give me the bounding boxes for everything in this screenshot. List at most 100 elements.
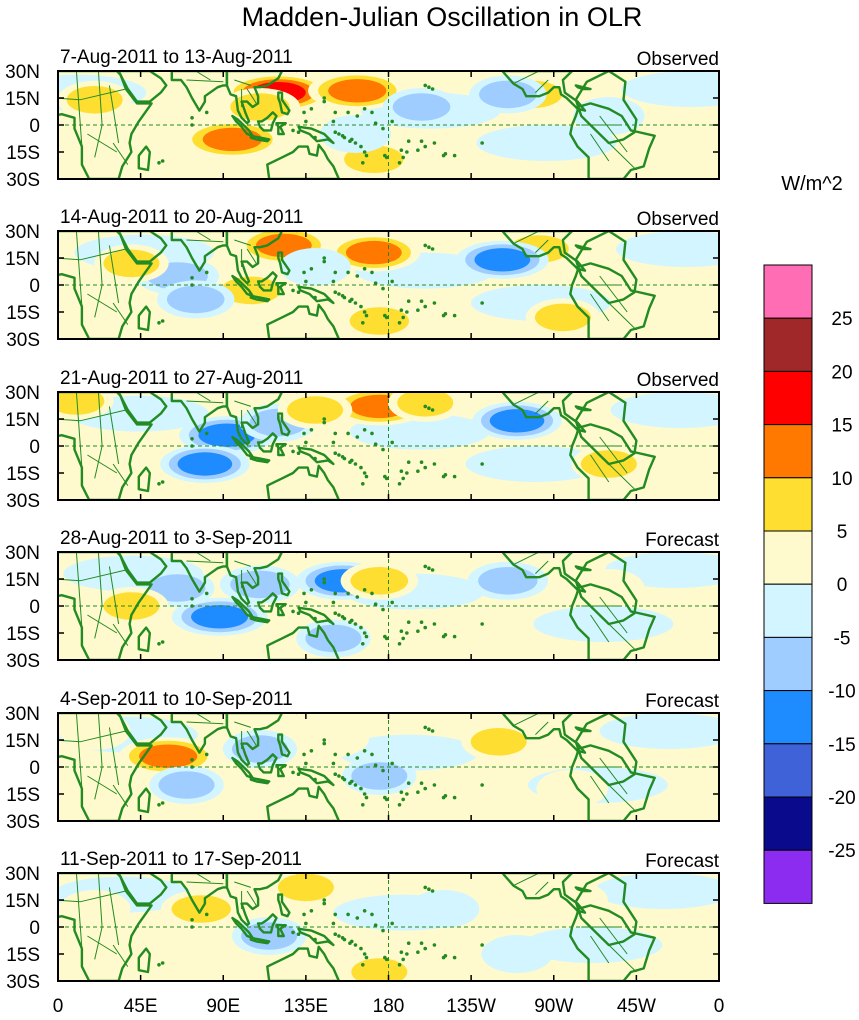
island — [430, 87, 435, 91]
island — [405, 310, 409, 314]
coastline — [225, 231, 284, 285]
island — [304, 279, 308, 284]
coastlines — [58, 873, 656, 981]
country-border — [599, 757, 628, 795]
coastline — [275, 282, 287, 296]
coastline — [170, 392, 229, 433]
panel-period: 4-Sep-2011 to 10-Sep-2011 — [60, 689, 293, 710]
country-border — [75, 231, 83, 307]
x-tick-label: 45E — [124, 996, 158, 1017]
island — [157, 161, 161, 165]
island — [373, 281, 378, 285]
anomaly-contour — [350, 567, 409, 595]
island — [331, 279, 336, 284]
country-border — [58, 595, 59, 597]
map-panel-4: 30N 15N 0 15S 30S 28-Aug-2011 to 3-Sep-2011 Fo… — [5, 528, 720, 672]
coastline — [266, 785, 341, 821]
country-border — [535, 721, 549, 735]
island — [160, 961, 165, 965]
island — [333, 772, 338, 776]
island — [381, 768, 385, 773]
island — [204, 110, 209, 115]
y-tick-label: 15S — [6, 945, 40, 966]
island — [401, 636, 405, 641]
island — [397, 321, 402, 325]
coastline — [277, 251, 291, 276]
country-border — [87, 614, 118, 634]
colorbar-tick-label: -5 — [834, 628, 851, 649]
island — [370, 912, 374, 917]
coastline — [137, 145, 152, 172]
y-tick-label: 0 — [29, 437, 40, 458]
island — [340, 776, 345, 780]
anomaly-contour — [319, 115, 392, 153]
island — [399, 148, 404, 152]
island — [480, 943, 484, 947]
island — [432, 943, 437, 947]
island — [384, 957, 389, 962]
y-tick-label: 0 — [29, 597, 40, 618]
island — [427, 245, 431, 249]
island — [355, 756, 360, 760]
country-border — [112, 784, 129, 807]
island — [419, 299, 424, 303]
country-border — [108, 727, 120, 786]
coastline — [256, 753, 278, 774]
island — [362, 428, 367, 432]
coastline — [277, 572, 291, 597]
coastline — [574, 713, 638, 787]
island — [373, 923, 378, 927]
island — [419, 781, 424, 785]
coastline — [256, 913, 278, 934]
country-border — [195, 71, 211, 81]
island — [373, 763, 378, 767]
island — [384, 155, 389, 160]
colorbar-swatch — [763, 370, 813, 426]
anomaly-contour — [407, 890, 480, 928]
island — [340, 615, 345, 619]
island — [333, 752, 338, 757]
panel-period: 28-Aug-2011 to 3-Sep-2011 — [60, 528, 293, 549]
island — [190, 437, 194, 441]
island — [302, 912, 306, 917]
island — [333, 912, 338, 917]
island — [452, 474, 457, 479]
y-tick-label: 30N — [5, 864, 40, 885]
island — [346, 912, 350, 917]
island — [337, 934, 341, 938]
island — [355, 114, 360, 118]
country-border — [234, 239, 251, 246]
island — [423, 725, 428, 730]
island — [353, 141, 358, 145]
anomaly-contour — [149, 574, 206, 602]
y-tick-label: 0 — [29, 116, 40, 137]
coastline — [266, 143, 341, 179]
coastline — [117, 231, 168, 263]
island — [397, 803, 402, 807]
island — [362, 952, 367, 956]
island — [296, 130, 301, 134]
island — [381, 928, 385, 933]
island — [360, 963, 365, 967]
island — [443, 954, 448, 958]
coastline — [117, 71, 168, 103]
island — [362, 588, 367, 592]
colorbar-units-label: W/m^2 — [781, 173, 843, 195]
coastline — [501, 231, 587, 272]
anomaly-contour — [58, 392, 105, 415]
island — [370, 270, 374, 275]
island — [353, 462, 358, 466]
y-tick-label: 15N — [5, 89, 40, 110]
island — [423, 83, 428, 88]
coastline — [297, 125, 335, 145]
country-border — [535, 400, 549, 414]
island — [337, 613, 341, 617]
country-border — [608, 623, 637, 652]
anomaly-contour — [287, 396, 344, 424]
colorbar-tick-label: 25 — [831, 309, 852, 330]
island — [390, 279, 394, 284]
country-border — [58, 274, 59, 276]
country-border — [590, 133, 610, 162]
island — [296, 611, 301, 615]
coastline — [231, 435, 254, 459]
